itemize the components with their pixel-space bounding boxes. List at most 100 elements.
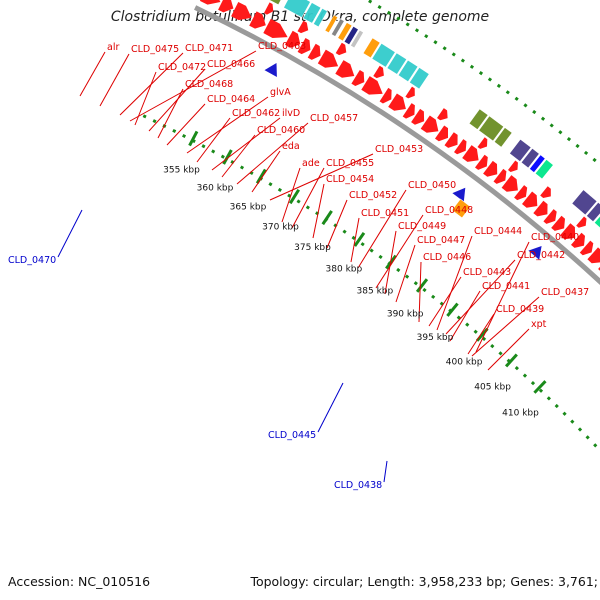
gene-label-reverse: CLD_0445: [268, 430, 316, 441]
forward-gene-arrow: [420, 115, 439, 133]
leader-line: [312, 183, 325, 239]
gene-label: CLD_0441: [482, 281, 530, 292]
leader-line: [383, 460, 388, 483]
leader-line: [134, 71, 157, 126]
forward-gene-arrow: [571, 232, 585, 248]
scale-label: 370 kbp: [262, 222, 299, 232]
cog-feature-box: [302, 2, 322, 24]
forward-gene-arrow: [361, 76, 383, 95]
scale-tick: [321, 210, 333, 226]
leader-line: [487, 328, 530, 371]
genome-summary-text: Topology: circular; Length: 3,958,233 bp…: [250, 574, 598, 589]
gene-label: CLD_0463: [258, 41, 306, 52]
gene-label: alr: [107, 42, 119, 53]
gene-label: CLD_0464: [207, 94, 255, 105]
leader-line: [57, 209, 83, 258]
gene-label: eda: [282, 141, 300, 152]
scale-label: 395 kbp: [417, 333, 454, 343]
scale-tick: [415, 278, 429, 293]
forward-gene-arrow: [437, 108, 448, 121]
ring-layer: [142, 0, 600, 453]
forward-gene-arrow: [444, 132, 458, 148]
forward-gene-arrow: [317, 49, 339, 68]
forward-gene-arrow: [508, 160, 518, 172]
forward-gene-arrow: [411, 108, 425, 125]
backbone-arc: [194, 5, 600, 286]
gene-label: CLD_0451: [361, 208, 409, 219]
leader-line: [291, 167, 325, 229]
forward-gene-arrow: [335, 42, 347, 56]
scale-label: 410 kbp: [502, 409, 539, 419]
scale-tick: [255, 168, 267, 185]
forward-gene-arrow: [483, 160, 498, 177]
forward-gene-arrow: [307, 43, 321, 60]
leader-line: [428, 276, 462, 327]
forward-gene-arrow: [533, 200, 548, 217]
gene-label-reverse: CLD_0470: [8, 255, 56, 266]
gene-label: CLD_0462: [232, 108, 280, 119]
leader-line: [350, 217, 360, 263]
gene-label: CLD_0466: [207, 59, 255, 70]
leader-line: [196, 117, 231, 163]
forward-gene-arrow: [297, 38, 311, 55]
gene-label: CLD_0446: [423, 252, 471, 263]
forward-gene-arrow: [576, 216, 587, 228]
leader-line: [375, 214, 424, 289]
leader-line: [467, 313, 495, 355]
cog-feature-box: [509, 138, 532, 163]
scale-label: 390 kbp: [387, 309, 424, 319]
reverse-gene-arrow: [452, 187, 466, 202]
gene-label: CLD_0439: [496, 304, 544, 315]
forward-gene-arrow: [501, 175, 518, 192]
leader-line: [445, 259, 516, 335]
leader-line: [269, 153, 374, 201]
gene-label: CLD_0471: [185, 43, 233, 54]
forward-gene-arrow: [199, 0, 221, 5]
gene-label-reverse: CLD_0438: [334, 480, 382, 491]
leader-line: [326, 199, 348, 249]
scale-label: 375 kbp: [294, 243, 331, 253]
forward-gene-arrow: [493, 168, 507, 184]
cog-feature-box: [468, 108, 489, 131]
leader-line: [449, 290, 481, 342]
gene-label: CLD_0468: [185, 79, 233, 90]
gene-label: CLD_0453: [375, 144, 423, 155]
forward-gene-arrow: [543, 209, 557, 224]
cog-feature-box: [534, 158, 554, 180]
leader-line: [475, 241, 530, 353]
forward-gene-arrow: [405, 86, 415, 99]
forward-gene-arrow: [218, 0, 234, 13]
forward-gene-arrow: [388, 93, 406, 111]
cog-feature-box: [312, 7, 328, 28]
scale-tick: [222, 149, 233, 165]
scale-label: 385 kbp: [357, 287, 394, 297]
leader-line: [186, 96, 269, 154]
cog-feature-box: [397, 59, 419, 83]
leader-line: [157, 88, 184, 139]
forward-gene-arrow: [402, 103, 415, 119]
forward-gene-arrow: [560, 223, 576, 240]
forward-gene-arrow: [297, 20, 309, 34]
scale-tick: [504, 353, 518, 368]
forward-gene-arrow: [522, 191, 538, 208]
cog-feature-box: [408, 66, 430, 90]
forward-gene-arrow: [579, 240, 594, 256]
leader-line: [129, 50, 257, 122]
gene-label: CLD_0450: [408, 180, 456, 191]
cog-feature-box: [268, 0, 282, 6]
cog-feature-box: [493, 127, 513, 148]
leader-line: [395, 244, 416, 303]
forward-gene-arrow: [335, 60, 355, 78]
leader-line: [357, 189, 407, 269]
leader-line: [384, 230, 397, 295]
forward-gene-arrow: [373, 65, 384, 79]
feature-layer: [199, 0, 600, 271]
scale-tick: [446, 302, 459, 317]
gene-label: CLD_0449: [398, 221, 446, 232]
forward-gene-arrow: [454, 139, 467, 155]
gene-label: CLD_0447: [417, 235, 465, 246]
label-line-layer: [57, 50, 540, 483]
gene-label: CLD_0455: [326, 158, 374, 169]
leader-line: [251, 150, 281, 193]
